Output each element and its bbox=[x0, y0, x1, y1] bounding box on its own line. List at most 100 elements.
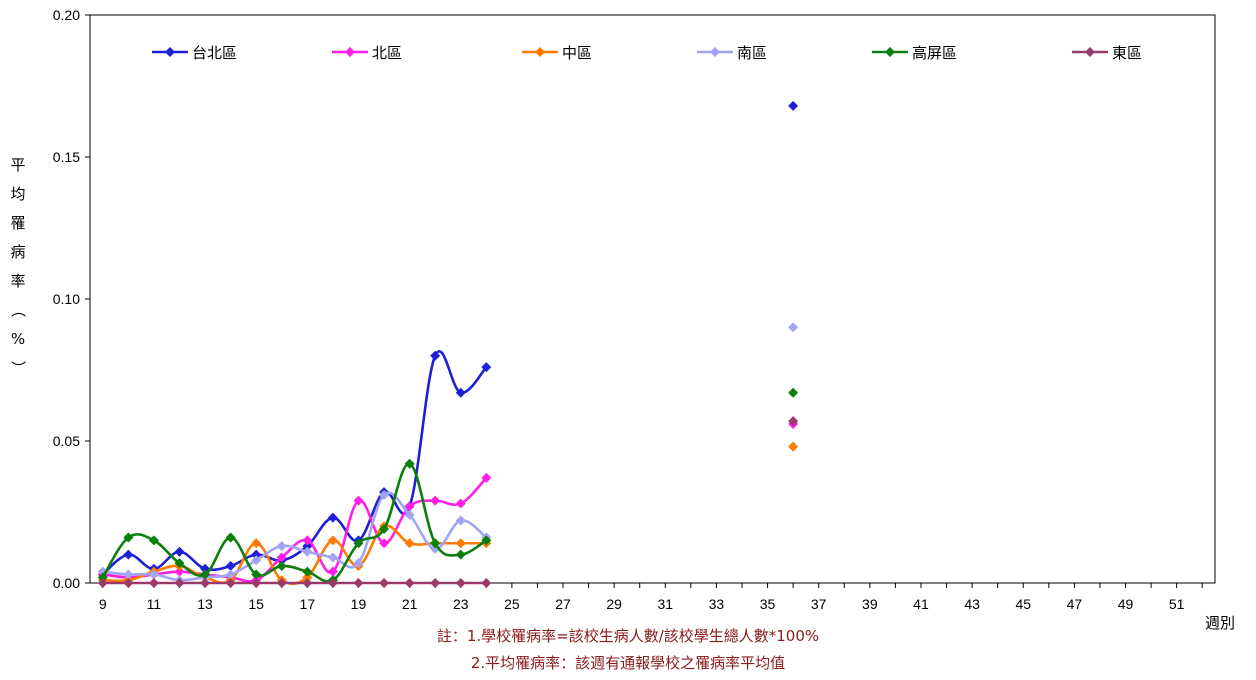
legend-marker bbox=[345, 47, 355, 57]
series-line bbox=[101, 350, 488, 576]
x-tick-label: 33 bbox=[709, 596, 725, 612]
x-tick-label: 29 bbox=[606, 596, 622, 612]
y-label-char: 平 bbox=[10, 156, 25, 174]
y-axis-label: 平均罹病率 （% ） bbox=[9, 156, 27, 376]
data-point bbox=[455, 578, 466, 588]
x-tick-label: 23 bbox=[453, 596, 469, 612]
data-point bbox=[404, 538, 415, 549]
legend-item-6: 東區 bbox=[1072, 44, 1142, 62]
y-tick-label: 0.20 bbox=[53, 7, 80, 23]
chart-axes bbox=[89, 14, 1216, 584]
data-point bbox=[455, 498, 466, 509]
data-point bbox=[251, 569, 262, 580]
x-tick-label: 13 bbox=[197, 596, 213, 612]
data-point bbox=[455, 538, 466, 549]
series-5 bbox=[97, 387, 799, 586]
series-1 bbox=[97, 100, 799, 580]
data-point bbox=[302, 572, 313, 583]
data-point bbox=[327, 578, 338, 588]
data-point bbox=[327, 512, 338, 523]
series-line bbox=[102, 477, 488, 583]
y-label-char: ） bbox=[9, 360, 27, 375]
data-point bbox=[327, 552, 338, 563]
data-point bbox=[174, 578, 185, 588]
x-tick-label: 47 bbox=[1067, 596, 1083, 612]
x-tick-label: 39 bbox=[862, 596, 878, 612]
series-3 bbox=[97, 441, 799, 586]
y-label-char: % bbox=[11, 330, 25, 348]
y-label-char: 罹 bbox=[10, 214, 25, 232]
legend-item-3: 中區 bbox=[522, 44, 592, 62]
series-6 bbox=[97, 416, 799, 588]
x-tick-label: 35 bbox=[760, 596, 776, 612]
x-tick-label: 49 bbox=[1118, 596, 1134, 612]
data-point bbox=[379, 489, 390, 500]
data-point bbox=[174, 546, 185, 557]
data-point bbox=[430, 538, 441, 549]
data-point bbox=[276, 578, 287, 588]
data-point bbox=[430, 578, 441, 588]
legend-item-1: 台北區 bbox=[152, 44, 237, 62]
data-point bbox=[404, 501, 415, 512]
data-point bbox=[404, 578, 415, 588]
data-point bbox=[379, 578, 390, 588]
x-tick-label: 43 bbox=[964, 596, 980, 612]
x-tick-label: 9 bbox=[99, 596, 107, 612]
data-point bbox=[455, 387, 466, 398]
data-point bbox=[251, 578, 262, 588]
data-point bbox=[404, 458, 415, 469]
x-tick-label: 21 bbox=[402, 596, 418, 612]
y-label-char: （ bbox=[9, 302, 27, 317]
data-point bbox=[123, 532, 134, 543]
data-point bbox=[481, 535, 492, 546]
legend-marker bbox=[885, 47, 895, 57]
series-line bbox=[101, 462, 488, 583]
legend-marker bbox=[165, 47, 175, 57]
data-point bbox=[327, 535, 338, 546]
series-4 bbox=[97, 322, 799, 586]
x-tick-label: 25 bbox=[504, 596, 520, 612]
legend-label: 中區 bbox=[562, 44, 592, 62]
data-point bbox=[251, 555, 262, 566]
x-tick-label: 45 bbox=[1015, 596, 1031, 612]
legend-label: 南區 bbox=[737, 44, 767, 62]
data-point bbox=[302, 535, 313, 546]
data-point-isolated bbox=[788, 322, 799, 333]
data-point bbox=[302, 566, 313, 577]
x-tick-label: 17 bbox=[300, 596, 316, 612]
data-point bbox=[379, 524, 390, 535]
series-line bbox=[102, 491, 488, 582]
chart-series bbox=[97, 100, 799, 588]
data-point bbox=[481, 472, 492, 483]
data-point bbox=[455, 515, 466, 526]
legend-marker bbox=[710, 47, 720, 57]
legend-label: 高屏區 bbox=[912, 44, 957, 62]
note-line-1: 註：1.學校罹病率=該校生病人數/該校學生總人數*100% bbox=[436, 627, 820, 645]
x-tick-label: 31 bbox=[657, 596, 673, 612]
data-point bbox=[353, 578, 364, 588]
legend-item-5: 高屏區 bbox=[872, 44, 957, 62]
x-tick-label: 15 bbox=[248, 596, 264, 612]
data-point bbox=[148, 578, 159, 588]
data-point bbox=[481, 362, 492, 373]
legend: 台北區 北區 中區 南區 高屏區 東區 bbox=[152, 44, 1142, 62]
data-point bbox=[455, 549, 466, 560]
x-tick-label: 41 bbox=[913, 596, 929, 612]
x-tick-label: 51 bbox=[1169, 596, 1185, 612]
data-point bbox=[379, 538, 390, 549]
series-2 bbox=[97, 418, 799, 586]
y-tick-label: 0.15 bbox=[53, 149, 80, 165]
data-point-isolated bbox=[788, 416, 799, 427]
x-axis-label: 週別 bbox=[1205, 614, 1235, 632]
y-tick-label: 0.00 bbox=[53, 575, 80, 591]
x-tick-label: 37 bbox=[811, 596, 827, 612]
data-point bbox=[200, 569, 211, 580]
data-point bbox=[276, 560, 287, 571]
x-axis-ticks: 9 11 13 15 17 19 21 23 25 27 29 31 33 35 37 39 41 43 45 47 4… bbox=[99, 583, 1203, 612]
legend-label: 北區 bbox=[372, 44, 402, 62]
y-label-char: 病 bbox=[10, 243, 25, 261]
data-point bbox=[97, 572, 108, 583]
data-point bbox=[225, 532, 236, 543]
data-point bbox=[123, 569, 134, 580]
